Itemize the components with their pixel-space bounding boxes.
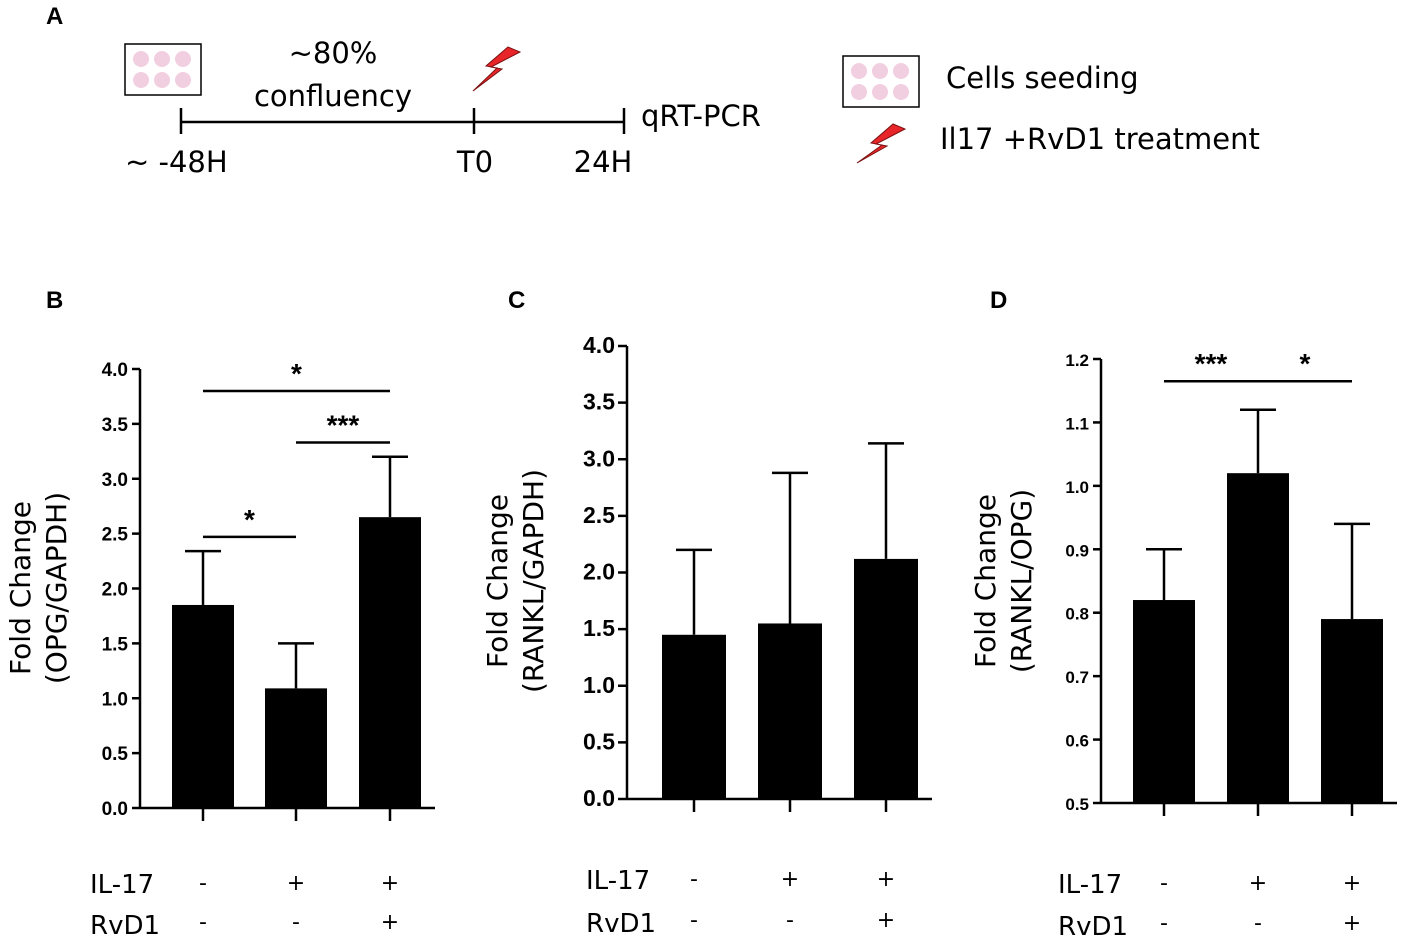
y-tick-label-b: 1.0 bbox=[102, 689, 128, 710]
bar-c bbox=[854, 558, 918, 799]
condition-sign-rvd1-d: - bbox=[1254, 911, 1262, 936]
significance-label-d: *** bbox=[1195, 348, 1228, 379]
panel-letter-d: D bbox=[990, 287, 1007, 314]
condition-sign-il17-c: + bbox=[877, 867, 895, 892]
y-tick-label-d: 1.2 bbox=[1065, 351, 1089, 370]
y-tick-label-b: 3.0 bbox=[102, 470, 128, 491]
legend-well-plate-icon bbox=[842, 55, 920, 108]
y-axis-label-line1-b: Fold Change bbox=[4, 501, 37, 675]
condition-label-il17-d: IL-17 bbox=[1058, 870, 1122, 900]
condition-label-rvd1-c: RvD1 bbox=[586, 909, 656, 939]
y-tick-label-d: 0.6 bbox=[1065, 732, 1089, 751]
chart-rankl-opg: 0.50.60.70.80.91.01.11.2 *** *Fold Change(… bbox=[969, 348, 1397, 941]
condition-sign-il17-d: + bbox=[1249, 871, 1267, 896]
y-axis-label-line1-c: Fold Change bbox=[481, 494, 514, 668]
timeline-label-start: ~ -48H bbox=[125, 145, 228, 179]
significance-label-b: * bbox=[244, 504, 255, 535]
condition-sign-il17-d: + bbox=[1343, 871, 1361, 896]
condition-sign-il17-c: - bbox=[690, 867, 698, 892]
y-tick-label-c: 2.0 bbox=[583, 559, 615, 585]
bar-d bbox=[1227, 473, 1289, 803]
y-axis-label-line2-b: (OPG/GAPDH) bbox=[40, 492, 73, 684]
y-axis-label-c: Fold Change (RANKL/GAPDH) bbox=[481, 469, 550, 693]
confluency-line2: confluency bbox=[254, 79, 412, 113]
condition-sign-rvd1-c: - bbox=[690, 908, 698, 933]
condition-label-rvd1-b: RvD1 bbox=[90, 911, 160, 941]
condition-sign-rvd1-b: + bbox=[381, 910, 399, 935]
bar-b bbox=[172, 604, 234, 808]
y-tick-label-d: 1.1 bbox=[1065, 414, 1089, 433]
timeline-label-t0: T0 bbox=[456, 145, 493, 179]
condition-sign-rvd1-d: - bbox=[1160, 911, 1168, 936]
y-tick-label-c: 3.5 bbox=[583, 389, 615, 415]
condition-label-il17-b: IL-17 bbox=[90, 870, 154, 900]
y-tick-label-c: 3.0 bbox=[583, 445, 615, 471]
condition-sign-rvd1-b: - bbox=[292, 910, 300, 935]
y-tick-label-c: 1.5 bbox=[583, 615, 615, 641]
y-tick-label-c: 2.5 bbox=[583, 502, 615, 528]
y-tick-label-b: 1.5 bbox=[102, 634, 129, 655]
condition-sign-rvd1-d: + bbox=[1343, 911, 1361, 936]
well-plate-icon bbox=[124, 43, 202, 96]
condition-sign-rvd1-c: - bbox=[786, 908, 794, 933]
legend-treatment-label: Il17 +RvD1 treatment bbox=[940, 122, 1260, 156]
y-tick-label-c: 4.0 bbox=[583, 332, 615, 358]
bar-d bbox=[1321, 619, 1383, 803]
y-tick-label-c: 0.0 bbox=[583, 785, 615, 811]
significance-label-d: * bbox=[1300, 348, 1311, 379]
y-tick-label-b: 0.5 bbox=[102, 744, 129, 765]
significance-label-b: *** bbox=[327, 410, 360, 441]
lightning-bolt-icon bbox=[472, 46, 522, 92]
condition-sign-il17-d: - bbox=[1160, 871, 1168, 896]
condition-sign-il17-b: - bbox=[199, 871, 207, 896]
condition-label-il17-c: IL-17 bbox=[586, 866, 650, 896]
y-tick-label-d: 0.5 bbox=[1065, 795, 1089, 814]
bar-b bbox=[265, 688, 327, 808]
panel-letter-b: B bbox=[46, 287, 63, 314]
y-tick-label-d: 0.7 bbox=[1065, 668, 1089, 687]
y-tick-label-d: 0.8 bbox=[1065, 605, 1089, 624]
significance-label-b: * bbox=[291, 358, 302, 389]
y-axis-label-line2-d: (RANKL/OPG) bbox=[1005, 489, 1038, 673]
y-tick-label-b: 0.0 bbox=[102, 799, 128, 820]
timeline-panel: ~80% confluency ~ -48H T0 24H qRT-PCR Ce… bbox=[124, 36, 1260, 179]
condition-sign-rvd1-b: - bbox=[199, 910, 207, 935]
y-tick-label-b: 2.0 bbox=[102, 580, 128, 601]
y-tick-label-b: 4.0 bbox=[102, 360, 128, 381]
y-tick-label-c: 1.0 bbox=[583, 672, 615, 698]
panel-letter-c: C bbox=[508, 287, 525, 314]
bar-c bbox=[662, 634, 726, 799]
legend-seeding-label: Cells seeding bbox=[946, 61, 1139, 95]
legend-lightning-bolt-icon bbox=[856, 123, 907, 164]
condition-sign-rvd1-c: + bbox=[877, 908, 895, 933]
y-tick-label-d: 0.9 bbox=[1065, 541, 1089, 560]
y-tick-label-d: 1.0 bbox=[1065, 478, 1089, 497]
confluency-line1: ~80% bbox=[289, 36, 378, 70]
y-tick-label-c: 0.5 bbox=[583, 728, 615, 754]
y-axis-label-line1-d: Fold Change bbox=[969, 494, 1002, 668]
panel-letter-a: A bbox=[46, 3, 63, 30]
y-axis-label-line2-c: (RANKL/GAPDH) bbox=[517, 469, 550, 693]
chart-rankl-gapdh: 0.0 0.5 1.0 1.5 2.0 2.5 3.0 3.5 4.0 Fold Change (R… bbox=[481, 332, 932, 939]
y-axis-label-b: Fold Change (OPG/GAPDH) bbox=[4, 492, 73, 684]
chart-opg-gapdh: 0.00.51.01.52.02.53.03.54.0*****Fold Cha… bbox=[4, 358, 435, 941]
condition-label-rvd1-d: RvD1 bbox=[1058, 912, 1128, 941]
condition-sign-il17-b: + bbox=[381, 871, 399, 896]
condition-sign-il17-b: + bbox=[287, 871, 305, 896]
bar-b bbox=[359, 517, 421, 808]
condition-sign-il17-c: + bbox=[781, 867, 799, 892]
y-tick-label-b: 3.5 bbox=[102, 415, 129, 436]
timeline-label-24h: 24H bbox=[574, 145, 633, 179]
y-tick-label-b: 2.5 bbox=[102, 525, 129, 546]
timeline-endpoint: qRT-PCR bbox=[641, 99, 761, 133]
y-axis-label-d: Fold Change (RANKL/OPG) bbox=[969, 489, 1038, 673]
bar-d bbox=[1133, 600, 1195, 803]
bar-c bbox=[758, 623, 822, 799]
